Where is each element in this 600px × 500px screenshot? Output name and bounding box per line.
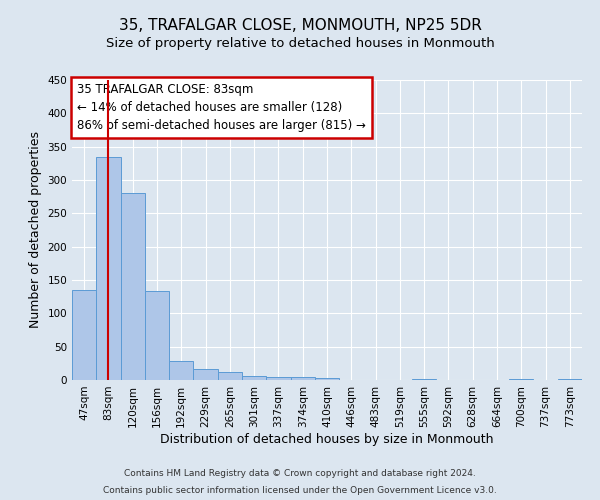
Text: Size of property relative to detached houses in Monmouth: Size of property relative to detached ho… [106, 38, 494, 51]
Text: Contains HM Land Registry data © Crown copyright and database right 2024.: Contains HM Land Registry data © Crown c… [124, 468, 476, 477]
Text: 35 TRAFALGAR CLOSE: 83sqm
← 14% of detached houses are smaller (128)
86% of semi: 35 TRAFALGAR CLOSE: 83sqm ← 14% of detac… [77, 83, 366, 132]
Bar [242, 376, 266, 380]
Bar [72, 290, 96, 380]
Y-axis label: Number of detached properties: Number of detached properties [29, 132, 42, 328]
Bar [96, 156, 121, 380]
Text: Contains public sector information licensed under the Open Government Licence v3: Contains public sector information licen… [103, 486, 497, 495]
Bar [145, 292, 169, 380]
Bar [315, 378, 339, 380]
Bar [121, 194, 145, 380]
Bar [290, 376, 315, 380]
Bar [218, 372, 242, 380]
Bar [193, 368, 218, 380]
Bar [169, 362, 193, 380]
Text: 35, TRAFALGAR CLOSE, MONMOUTH, NP25 5DR: 35, TRAFALGAR CLOSE, MONMOUTH, NP25 5DR [119, 18, 481, 32]
X-axis label: Distribution of detached houses by size in Monmouth: Distribution of detached houses by size … [160, 432, 494, 446]
Bar [266, 376, 290, 380]
